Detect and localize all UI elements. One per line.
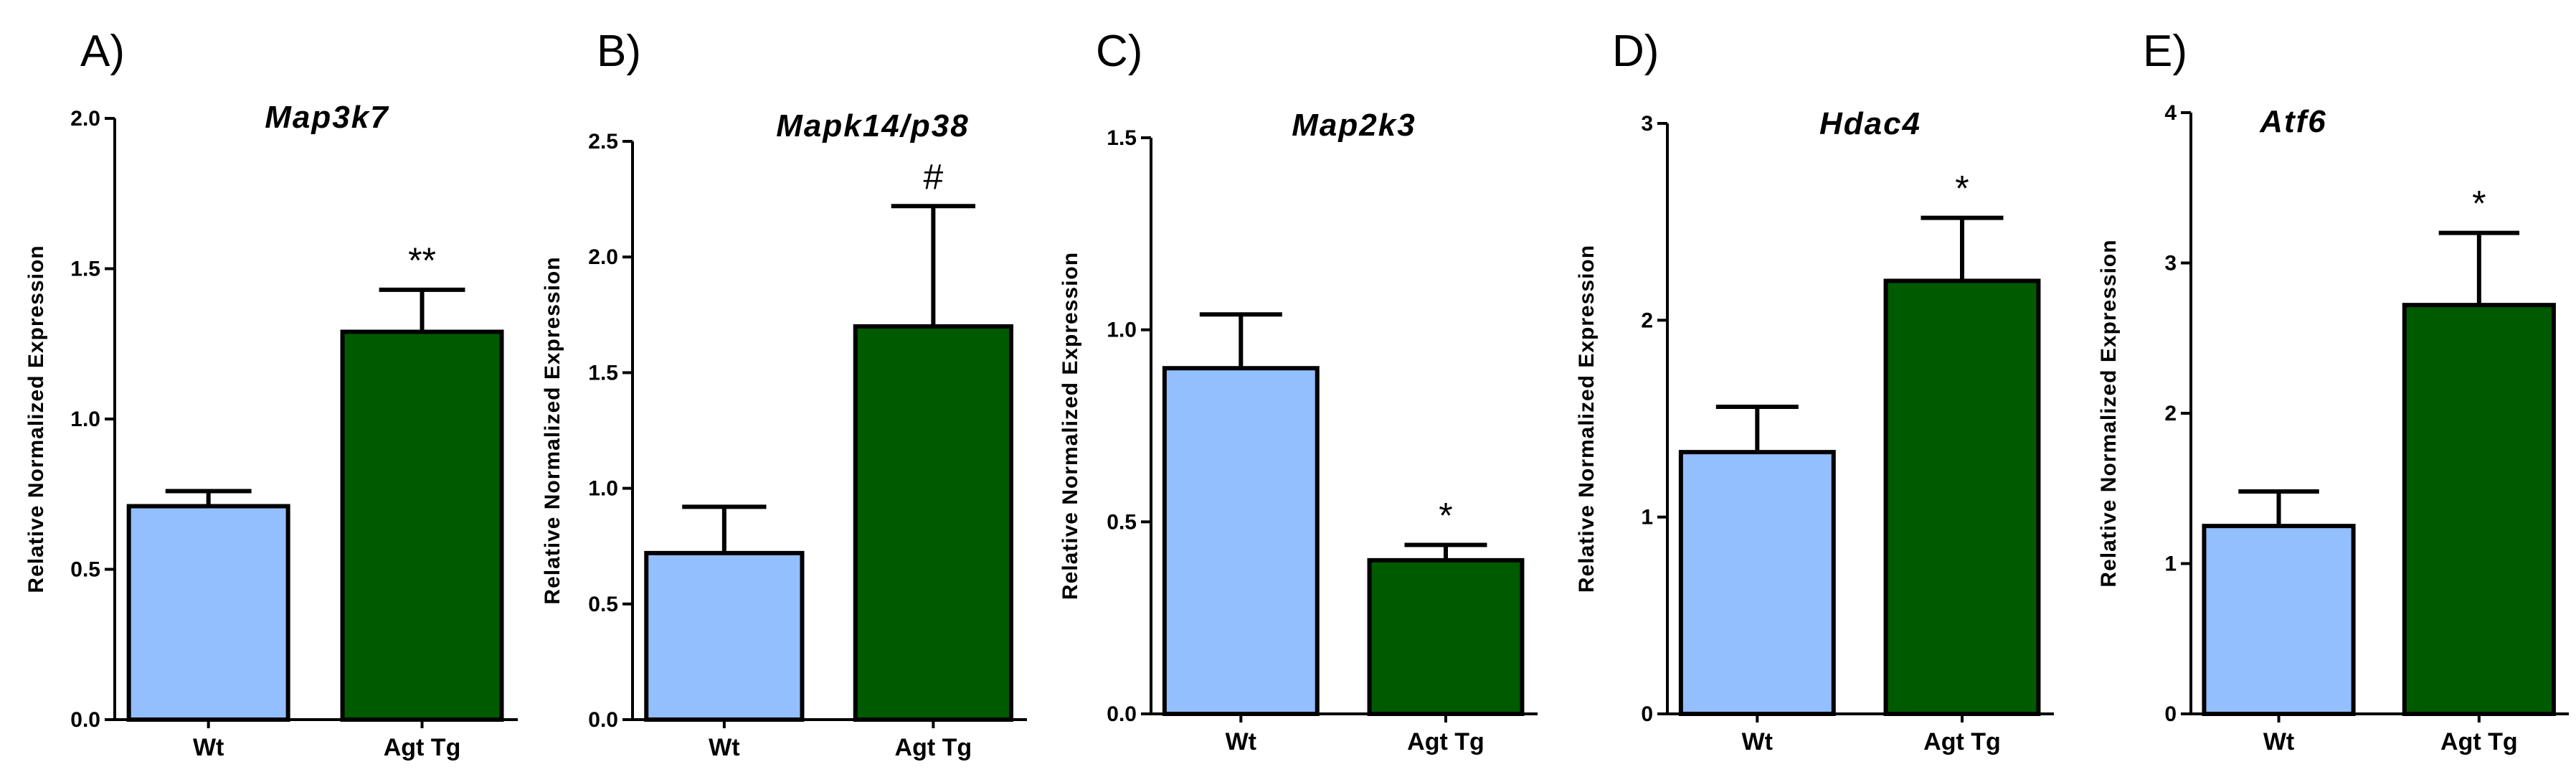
y-tick-label: 0 [2164, 702, 2177, 726]
y-tick-label: 2.5 [588, 130, 618, 154]
chart-title: Hdac4 [1819, 106, 1921, 141]
y-axis-label: Relative Normalized Expression [24, 245, 48, 593]
bar-agt-tg [1367, 557, 1525, 716]
bar-wt [2202, 524, 2356, 716]
x-category-label: Wt [709, 734, 739, 761]
significance-marker: # [923, 156, 943, 197]
x-category-label: Agt Tg [2440, 728, 2518, 755]
x-category-label: Wt [193, 734, 224, 761]
y-tick-label: 1.5 [70, 258, 100, 281]
y-axis-label: Relative Normalized Expression [541, 256, 564, 604]
x-category-label: Wt [1742, 728, 1773, 755]
y-tick-label: 2 [1641, 309, 1653, 332]
y-tick-label: 0.0 [1107, 702, 1137, 726]
y-tick-label: 0.5 [70, 558, 100, 582]
bar-wt [644, 550, 805, 722]
bar-agt-tg [853, 324, 1013, 722]
y-tick-label: 1.0 [70, 408, 100, 431]
y-tick-label: 2.0 [70, 107, 100, 131]
significance-marker: * [1955, 169, 1969, 209]
chart-title: Mapk14/p38 [776, 108, 969, 143]
x-category-label: Agt Tg [384, 734, 461, 761]
bar-wt [1162, 366, 1320, 716]
chart-panel-3: C) Map2k3 Relative Normalized Expression 0.… [1059, 27, 1538, 755]
y-tick-label: 1.5 [1107, 126, 1137, 150]
chart-panel-2: B) Mapk14/p38 Relative Normalized Expressi… [541, 27, 1027, 761]
y-tick-label: 1.0 [588, 477, 618, 501]
y-axis-label: Relative Normalized Expression [2097, 239, 2121, 587]
chart-title: Atf6 [2259, 104, 2327, 139]
bar-agt-tg [340, 329, 504, 722]
y-axis-label: Relative Normalized Expression [1059, 252, 1082, 600]
y-tick-label: 0 [1641, 702, 1653, 726]
y-tick-label: 1 [1641, 506, 1653, 529]
bar-wt [1678, 450, 1836, 716]
panel-letter: B) [597, 27, 641, 76]
y-tick-label: 2.0 [588, 245, 618, 269]
y-tick-label: 2 [2164, 402, 2177, 425]
panel-letter: A) [80, 27, 125, 76]
chart-panel-1: A) Map3k7 Relative Normalized Expression 0.… [24, 27, 518, 761]
y-tick-label: 0.0 [70, 708, 100, 732]
y-tick-label: 0.5 [588, 593, 618, 616]
x-category-label: Wt [2263, 728, 2294, 755]
chart-panel-5: E) Atf6 Relative Normalized Expression 0 1 2 3… [2097, 27, 2569, 755]
y-tick-label: 1 [2164, 552, 2177, 576]
panel-letter: D) [1612, 27, 1659, 76]
bar-agt-tg [2402, 303, 2556, 717]
y-tick-label: 3 [1641, 112, 1653, 136]
bar-wt [126, 504, 290, 722]
x-category-label: Agt Tg [895, 734, 972, 761]
significance-marker: ** [408, 240, 436, 281]
bar-agt-tg [1883, 278, 2041, 716]
y-tick-label: 0.0 [588, 708, 618, 732]
y-tick-label: 4 [2164, 101, 2177, 125]
panel-letter: E) [2143, 27, 2187, 76]
y-tick-label: 0.5 [1107, 510, 1137, 534]
x-category-label: Agt Tg [1407, 728, 1484, 755]
chart-title: Map3k7 [265, 100, 389, 135]
y-tick-label: 1.0 [1107, 319, 1137, 342]
y-tick-label: 1.5 [588, 361, 618, 385]
y-axis-label: Relative Normalized Expression [1575, 245, 1599, 593]
panel-letter: C) [1096, 27, 1142, 76]
chart-title: Map2k3 [1292, 108, 1416, 143]
y-tick-label: 3 [2164, 252, 2177, 276]
chart-panel-4: D) Hdac4 Relative Normalized Expression 0 1 2… [1575, 27, 2054, 755]
x-category-label: Agt Tg [1923, 728, 2001, 755]
significance-marker: * [2472, 184, 2486, 224]
significance-marker: * [1439, 495, 1452, 535]
x-category-label: Wt [1226, 728, 1256, 755]
